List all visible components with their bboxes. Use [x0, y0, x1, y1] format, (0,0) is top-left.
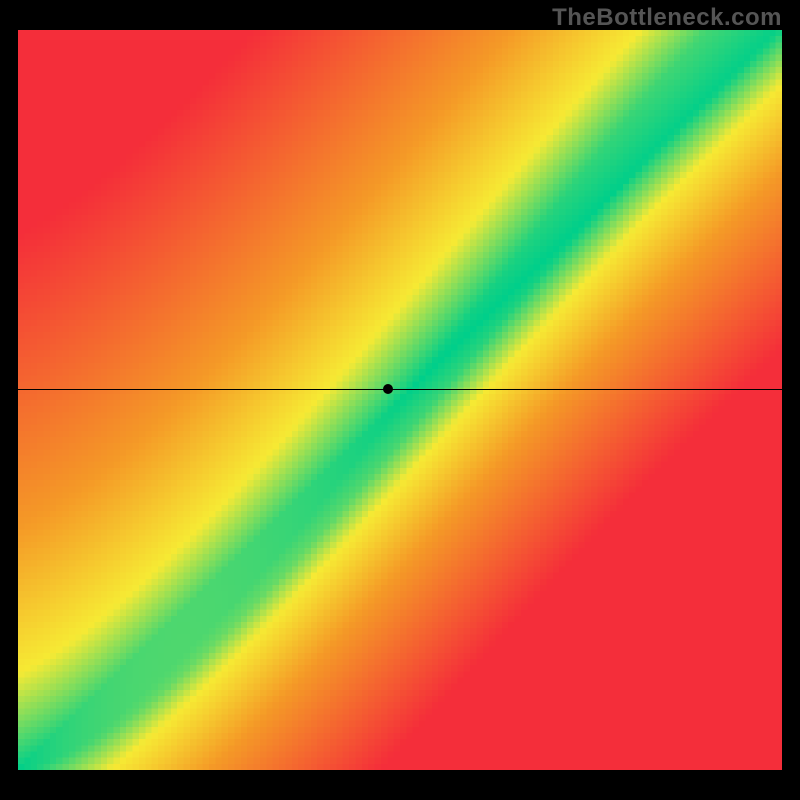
watermark-text: TheBottleneck.com [552, 4, 782, 32]
heatmap-plot [18, 30, 782, 770]
heatmap-canvas [18, 30, 782, 770]
crosshair-horizontal [18, 389, 782, 390]
crosshair-marker-dot [383, 384, 393, 394]
